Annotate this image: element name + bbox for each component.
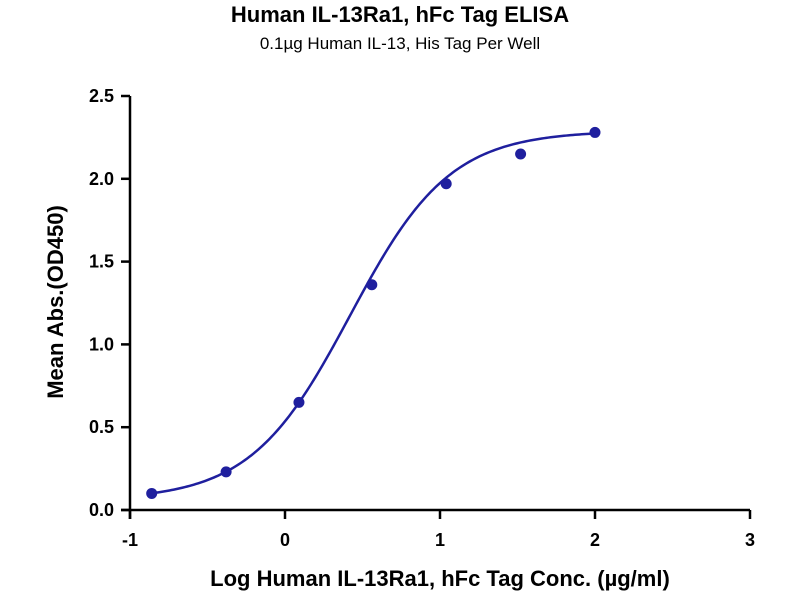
data-point: [146, 487, 158, 499]
y-tick-label: 0.5: [89, 417, 114, 437]
data-point: [293, 396, 305, 408]
x-tick-label: 2: [590, 530, 600, 550]
chart-title: Human IL-13Ra1, hFc Tag ELISA: [230, 2, 570, 27]
x-axis-label: Log Human IL-13Ra1, hFc Tag Conc. (µg/ml…: [210, 566, 670, 591]
x-tick-label: 1: [435, 530, 445, 550]
data-point: [366, 279, 378, 291]
y-axis-label: Mean Abs.(OD450): [43, 205, 68, 399]
data-point: [515, 148, 527, 160]
y-tick-label: 0.0: [89, 500, 114, 520]
fit-curve-layer: [151, 132, 596, 495]
data-points-layer: [146, 126, 601, 499]
x-tick-label: 3: [745, 530, 755, 550]
data-point: [440, 178, 452, 190]
chart-subtitle: 0.1µg Human IL-13, His Tag Per Well: [259, 34, 541, 53]
y-tick-label: 1.5: [89, 252, 114, 272]
data-point: [220, 466, 232, 478]
y-tick-label: 2.0: [89, 169, 114, 189]
axes: 0.0 0.5 1.0 1.5 2.0 2.5 -1 0 1 2 3: [89, 86, 755, 550]
y-tick-label: 1.0: [89, 334, 114, 354]
x-tick-label: -1: [122, 530, 138, 550]
x-tick-label: 0: [280, 530, 290, 550]
y-tick-label: 2.5: [89, 86, 114, 106]
fit-curve: [151, 132, 596, 495]
data-point: [589, 126, 601, 138]
